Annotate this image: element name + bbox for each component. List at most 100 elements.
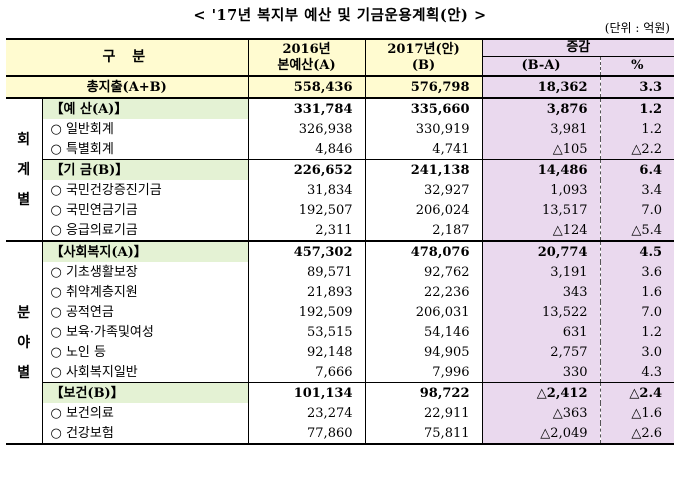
value-2017: 54,146 <box>364 322 483 342</box>
unit-note: (단위 : 억원) <box>604 21 670 35</box>
value-pct: 3.0 <box>599 342 675 362</box>
table-row: ○ 특별회계 4,846 4,741 △105 △2.2 <box>6 139 675 160</box>
header-percent: % <box>599 56 675 76</box>
row-label: 【기 금(B)】 <box>41 159 249 180</box>
page-title: < '17년 복지부 예산 및 기금운용계획(안) > <box>193 7 487 24</box>
value-2017: 241,138 <box>364 159 483 180</box>
row-label: ○ 국민연금기금 <box>41 200 249 220</box>
value-2016: 192,509 <box>247 302 366 322</box>
value-2017: 32,927 <box>364 180 483 200</box>
group-side-char: 별 <box>17 364 31 381</box>
value-pct: 4.3 <box>599 362 675 383</box>
value-2017: 98,722 <box>364 382 483 403</box>
value-2017: 206,024 <box>364 200 483 220</box>
table-row: ○ 기초생활보장 89,571 92,762 3,191 3.6 <box>6 262 675 282</box>
section-row: 【보건(B)】 101,134 98,722 △2,412 △2.4 <box>6 382 675 403</box>
value-diff: △105 <box>481 139 601 160</box>
row-label: ○ 국민건강증진기금 <box>41 180 249 200</box>
value-pct: △1.6 <box>599 403 675 423</box>
value-pct: 7.0 <box>599 302 675 322</box>
row-label: ○ 보건의료 <box>41 403 249 423</box>
value-pct: 3.4 <box>599 180 675 200</box>
table-row: ○ 보건의료 23,274 22,911 △363 △1.6 <box>6 403 675 423</box>
group-side-char: 야 <box>17 334 31 351</box>
value-2017: 335,660 <box>364 98 483 119</box>
value-2017: 22,236 <box>364 282 483 302</box>
group-side-char: 회 <box>17 131 31 148</box>
value-2016: 4,846 <box>247 139 366 160</box>
value-diff: 330 <box>481 362 601 383</box>
total-diff: 18,362 <box>481 76 601 98</box>
value-2016: 89,571 <box>247 262 366 282</box>
value-2016: 21,893 <box>247 282 366 302</box>
value-2017: 22,911 <box>364 403 483 423</box>
value-diff: 13,522 <box>481 302 601 322</box>
table-row: ○ 건강보험 77,860 75,811 △2,049 △2.6 <box>6 423 675 444</box>
row-label: ○ 보육·가족및여성 <box>41 322 249 342</box>
row-label: 【보건(B)】 <box>41 382 249 403</box>
value-2016: 23,274 <box>247 403 366 423</box>
value-2017: 92,762 <box>364 262 483 282</box>
value-2016: 92,148 <box>247 342 366 362</box>
header-row: 구 분 2016년 본예산(A) 2017년(안) (B) 증감 <box>6 39 675 76</box>
row-label: ○ 사회복지일반 <box>41 362 249 383</box>
value-2016: 31,834 <box>247 180 366 200</box>
group-side-char: 계 <box>17 161 31 178</box>
total-pct: 3.3 <box>599 76 675 98</box>
value-pct: △5.4 <box>599 220 675 241</box>
header-2017-line2: (B) <box>411 57 436 73</box>
section-row: 분 야 별 【사회복지(A)】 457,302 478,076 20,774 4.5 <box>6 241 675 444</box>
value-2016: 192,507 <box>247 200 366 220</box>
value-2016: 7,666 <box>247 362 366 383</box>
value-pct: 1.6 <box>599 282 675 302</box>
value-2017: 75,811 <box>364 423 483 444</box>
value-2016: 101,134 <box>247 382 366 403</box>
group-side-char: 분 <box>17 304 31 321</box>
total-label: 총지출(A+B) <box>6 76 249 98</box>
table-row: ○ 노인 등 92,148 94,905 2,757 3.0 <box>6 342 675 362</box>
total-2016: 558,436 <box>247 76 366 98</box>
value-pct: 6.4 <box>599 159 675 180</box>
header-2016-line2: 본예산(A) <box>277 57 336 73</box>
value-diff: 2,757 <box>481 342 601 362</box>
table-row: ○ 보육·가족및여성 53,515 54,146 631 1.2 <box>6 322 675 342</box>
total-row: 총지출(A+B) 558,436 576,798 18,362 3.3 <box>6 76 675 98</box>
value-2017: 206,031 <box>364 302 483 322</box>
total-2017: 576,798 <box>364 76 483 98</box>
value-diff: △2,049 <box>481 423 601 444</box>
value-pct: △2.6 <box>599 423 675 444</box>
row-label: ○ 일반회계 <box>41 119 249 139</box>
row-label: ○ 공적연금 <box>41 302 249 322</box>
value-diff: 14,486 <box>481 159 601 180</box>
header-2017-line1: 2017년(안) <box>387 41 460 57</box>
value-diff: 631 <box>481 322 601 342</box>
value-2017: 2,187 <box>364 220 483 241</box>
value-diff: 1,093 <box>481 180 601 200</box>
value-2016: 53,515 <box>247 322 366 342</box>
header-2017: 2017년(안) (B) <box>364 39 483 76</box>
table-row: ○ 공적연금 192,509 206,031 13,522 7.0 <box>6 302 675 322</box>
value-2017: 478,076 <box>364 241 483 262</box>
table-row: ○ 국민연금기금 192,507 206,024 13,517 7.0 <box>6 200 675 220</box>
budget-table: 구 분 2016년 본예산(A) 2017년(안) (B) 증감 (B-A) %… <box>6 38 675 445</box>
value-2016: 457,302 <box>247 241 366 262</box>
row-label: ○ 노인 등 <box>41 342 249 362</box>
row-label: ○ 기초생활보장 <box>41 262 249 282</box>
value-2016: 326,938 <box>247 119 366 139</box>
row-label: 【예 산(A)】 <box>41 98 249 119</box>
row-label: ○ 건강보험 <box>41 423 249 444</box>
value-pct: 1.2 <box>599 322 675 342</box>
header-2016: 2016년 본예산(A) <box>247 39 366 76</box>
value-pct: 7.0 <box>599 200 675 220</box>
header-change-formula: (B-A) <box>481 56 601 76</box>
value-pct: 1.2 <box>599 98 675 119</box>
value-diff: 20,774 <box>481 241 601 262</box>
value-pct: △2.4 <box>599 382 675 403</box>
table-row: ○ 취약계층지원 21,893 22,236 343 1.6 <box>6 282 675 302</box>
value-diff: △2,412 <box>481 382 601 403</box>
value-diff: △124 <box>481 220 601 241</box>
value-2017: 7,996 <box>364 362 483 383</box>
value-diff: △363 <box>481 403 601 423</box>
